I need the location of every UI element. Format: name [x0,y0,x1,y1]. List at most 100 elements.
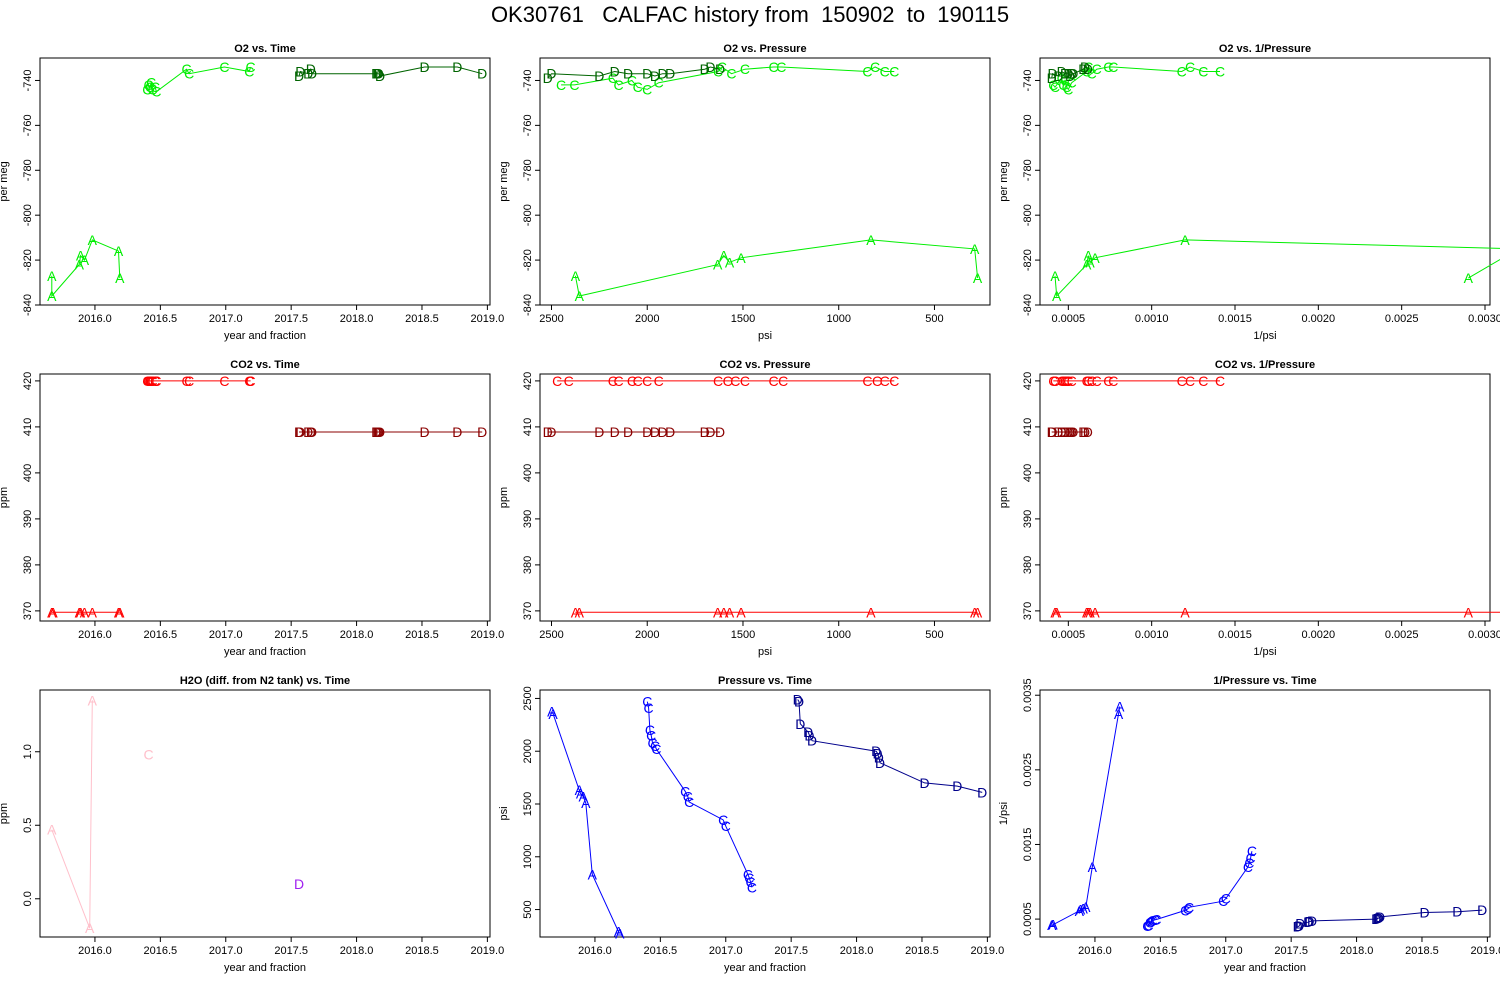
data-point-D: D [1060,424,1070,440]
y-tick-label: 410 [1022,418,1034,436]
data-point-C: C [145,373,155,389]
data-point-A: A [581,795,591,811]
data-point-D: D [1078,424,1088,440]
data-point-A: A [1050,268,1060,284]
x-tick-label: 2017.5 [1274,945,1308,957]
x-tick-label: 0.0010 [1135,629,1169,641]
y-tick-label: 0.0005 [1022,902,1034,936]
data-point-C: C [718,812,728,828]
data-point-C: C [1092,61,1102,77]
data-point-A: A [1052,288,1062,304]
data-point-C: C [1221,891,1231,907]
y-tick-label: 380 [1022,556,1034,574]
x-axis-label: 1/psi [1253,646,1276,658]
x-tick-label: 0.0025 [1385,313,1419,325]
x-tick-label: 2017.5 [274,313,308,325]
data-point-D: D [1067,424,1077,440]
y-tick-label: -840 [1022,294,1034,316]
data-point-C: C [642,694,652,710]
chart-panel: 1/Pressure vs. Time 2016.0 2016.5 2017.0 201… [998,675,1500,974]
chart-panel: CO2 vs. 1/Pressure 0.0005 0.0010 0.0015 0.00… [998,359,1500,658]
data-point-C: C [142,81,152,97]
data-point-A: A [1084,604,1094,620]
data-point-C: C [146,75,156,91]
x-axis-label: year and fraction [1224,962,1306,974]
series-line-D [1051,66,1089,79]
data-point-D: D [1080,424,1090,440]
data-point-D: D [952,778,962,794]
data-point-C: C [150,79,160,95]
data-point-A: A [970,604,980,620]
data-point-A: A [713,257,723,273]
x-tick-label: 2019.0 [971,945,1005,957]
y-tick-label: 400 [522,464,534,482]
data-point-C: C [1142,918,1152,934]
data-point-D: D [306,424,316,440]
data-point-C: C [1103,373,1113,389]
x-axis-label: psi [758,330,772,342]
data-point-D: D [372,66,382,82]
x-tick-label: 2016.5 [1144,945,1178,957]
data-point-C: C [1057,373,1067,389]
y-tick-label: -760 [22,114,34,136]
data-point-C: C [654,373,664,389]
data-point-C: C [146,373,156,389]
data-point-A: A [1050,604,1060,620]
data-point-D: D [665,424,675,440]
y-tick-label: -840 [522,294,534,316]
data-point-C: C [769,373,779,389]
x-tick-label: 2019.0 [471,945,505,957]
data-point-A: A [1052,604,1062,620]
data-point-D: D [543,70,553,86]
data-point-C: C [747,879,757,895]
data-point-C: C [1048,373,1058,389]
data-point-C: C [246,59,256,75]
chart-title: O2 vs. 1/Pressure [1219,43,1311,55]
data-point-D: D [874,750,884,766]
y-tick-label: 420 [1022,372,1034,390]
y-tick-label: -820 [1022,249,1034,271]
data-point-A: A [614,924,624,940]
x-axis-label: 1/psi [1253,330,1276,342]
data-point-D: D [1057,424,1067,440]
data-point-C: C [862,63,872,79]
data-point-C: C [1144,917,1154,933]
data-point-C: C [144,77,154,93]
data-point-D: D [543,424,553,440]
x-tick-label: 2017.5 [274,629,308,641]
data-point-C: C [627,72,637,88]
data-point-C: C [889,373,899,389]
data-point-D: D [715,61,725,77]
data-point-D: D [705,59,715,75]
y-tick-label: 0.0 [22,891,34,906]
data-point-C: C [181,61,191,77]
y-tick-label: -800 [1022,204,1034,226]
y-tick-label: 410 [22,418,34,436]
data-point-D: D [1371,911,1381,927]
data-point-A: A [736,604,746,620]
y-tick-label: -800 [522,204,534,226]
data-point-D: D [1374,910,1384,926]
data-point-C: C [181,373,191,389]
series-line-D [298,66,483,77]
data-point-D: D [920,775,930,791]
y-tick-label: 380 [522,556,534,574]
data-point-C: C [1062,79,1072,95]
data-point-C: C [556,77,566,93]
data-point-D: D [452,424,462,440]
data-point-C: C [743,867,753,883]
data-point-D: D [1065,68,1075,84]
data-point-D: D [1293,919,1303,935]
plot-frame [39,689,491,938]
data-point-A: A [47,604,57,620]
chart-title: Pressure vs. Time [718,675,812,687]
y-tick-label: 2000 [522,739,534,763]
data-point-D: D [1295,915,1305,931]
data-point-C: C [1060,373,1070,389]
data-point-A: A [578,789,588,805]
data-point-D: D [794,694,804,710]
data-point-A: A [588,867,598,883]
series-line-A [51,239,121,298]
data-point-D: D [804,727,814,743]
data-point-C: C [654,75,664,91]
